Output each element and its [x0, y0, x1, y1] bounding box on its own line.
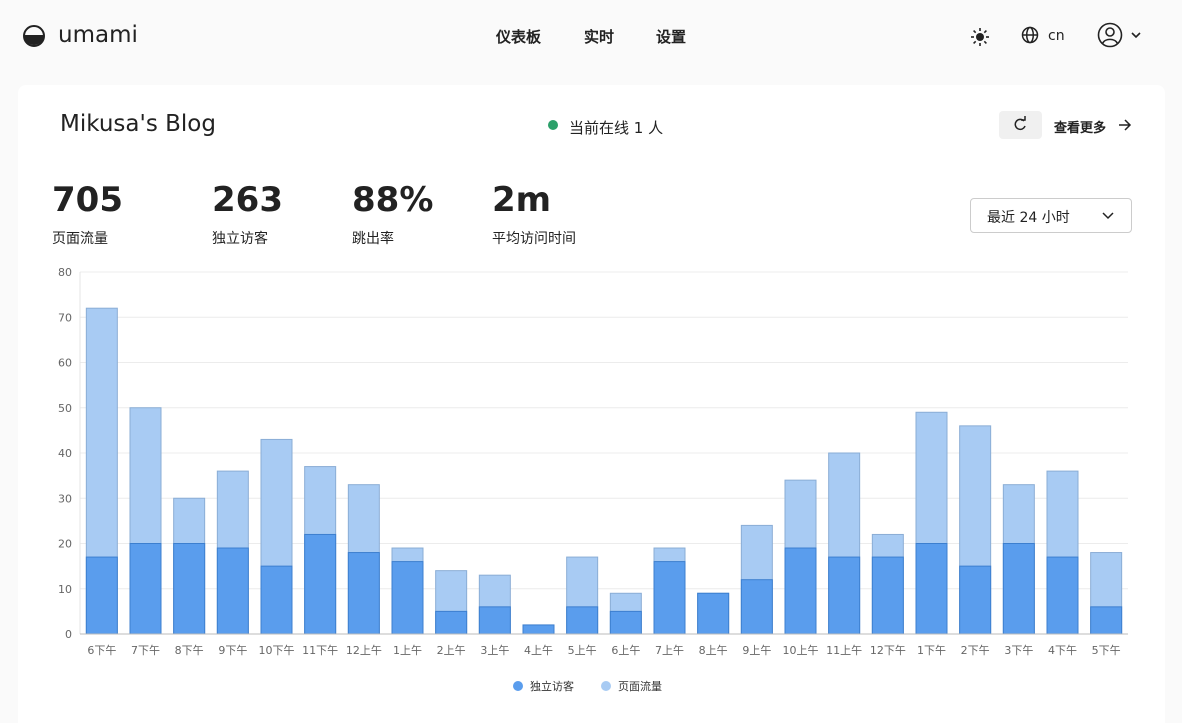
- x-tick-label: 1下午: [917, 644, 946, 657]
- x-tick-label: 4下午: [1048, 644, 1077, 657]
- x-tick-label: 11上午: [826, 644, 862, 657]
- metric-value: 705: [52, 180, 123, 220]
- bar: [959, 565, 992, 635]
- bar: [697, 592, 730, 635]
- legend-marker: [513, 681, 523, 691]
- x-tick-label: 5下午: [1092, 644, 1121, 657]
- y-tick-label: 80: [58, 266, 72, 279]
- globe-icon[interactable]: [1021, 26, 1039, 44]
- refresh-button[interactable]: [999, 111, 1042, 139]
- online-dot: [548, 120, 558, 130]
- x-tick-label: 6上午: [611, 644, 640, 657]
- y-tick-label: 70: [58, 311, 72, 324]
- x-tick-label: 5上午: [568, 644, 597, 657]
- x-tick-label: 3下午: [1004, 644, 1033, 657]
- bar: [435, 610, 468, 635]
- x-tick-label: 12上午: [346, 644, 382, 657]
- refresh-icon: [1014, 116, 1026, 131]
- date-select[interactable]: 最近 24 小时: [970, 198, 1132, 233]
- bar: [1090, 606, 1123, 635]
- user-menu[interactable]: [1097, 22, 1145, 48]
- date-range: 最近 24 小时: [987, 210, 1070, 226]
- x-tick-label: 9上午: [742, 644, 771, 657]
- x-tick-label: 7下午: [131, 644, 160, 657]
- bar: [522, 624, 555, 635]
- legend-label: 页面流量: [618, 679, 662, 693]
- metric-label: 跳出率: [352, 231, 394, 247]
- x-tick-label: 10下午: [259, 644, 295, 657]
- y-tick-label: 10: [58, 583, 72, 596]
- bar: [260, 565, 293, 635]
- bar: [784, 547, 817, 635]
- y-tick-label: 40: [58, 447, 72, 460]
- nav-link[interactable]: 设置: [656, 28, 687, 46]
- x-tick-label: 10上午: [783, 644, 819, 657]
- y-tick-label: 0: [65, 628, 72, 641]
- metric-value: 2m: [492, 180, 552, 220]
- bar: [609, 610, 642, 635]
- bar: [304, 533, 337, 635]
- bar: [1002, 543, 1035, 635]
- bar: [1046, 556, 1079, 635]
- x-tick-label: 2上午: [437, 644, 466, 657]
- lang[interactable]: cn: [1048, 28, 1065, 44]
- x-tick-label: 8下午: [175, 644, 204, 657]
- bar: [129, 543, 162, 635]
- x-tick-label: 8上午: [699, 644, 728, 657]
- y-tick-label: 50: [58, 402, 72, 415]
- bar: [85, 556, 118, 635]
- more-link[interactable]: 查看更多: [1054, 121, 1107, 136]
- x-tick-label: 11下午: [302, 644, 338, 657]
- site-title: Mikusa's Blog: [60, 111, 216, 137]
- x-tick-label: 3上午: [480, 644, 509, 657]
- bar: [173, 543, 206, 635]
- y-tick-label: 30: [58, 492, 72, 505]
- nav-link[interactable]: 实时: [584, 28, 615, 46]
- bar: [871, 556, 904, 635]
- bar: [828, 556, 861, 635]
- bar: [478, 606, 511, 635]
- bar: [653, 561, 686, 635]
- theme-toggle[interactable]: [970, 27, 990, 47]
- bar: [566, 606, 599, 635]
- bar: [915, 543, 948, 635]
- nav-link[interactable]: 仪表板: [496, 28, 542, 46]
- x-tick-label: 4上午: [524, 644, 553, 657]
- logo-text[interactable]: umami: [58, 22, 138, 48]
- logo-icon: [23, 25, 45, 47]
- bar: [347, 552, 380, 635]
- x-tick-label: 6下午: [87, 644, 116, 657]
- x-tick-label: 7上午: [655, 644, 684, 657]
- metric-label: 平均访问时间: [492, 231, 576, 247]
- x-tick-label: 9下午: [218, 644, 247, 657]
- y-tick-label: 20: [58, 538, 72, 551]
- chevron: [1102, 212, 1114, 220]
- metric-value: 88%: [352, 180, 434, 220]
- online-count: 当前在线 1 人: [569, 119, 664, 137]
- metric-label: 页面流量: [52, 231, 108, 247]
- x-tick-label: 1上午: [393, 644, 422, 657]
- y-tick-label: 60: [58, 357, 72, 370]
- metric-label: 独立访客: [212, 231, 268, 247]
- legend-marker: [601, 681, 611, 691]
- bar: [216, 547, 249, 635]
- x-tick-label: 2下午: [961, 644, 990, 657]
- chart: 0 10 20 30 40 50 60 70 80 6下午 7下午 8下午 9下午 10下午 11下午 12上…: [58, 266, 1128, 693]
- bar: [391, 561, 424, 635]
- legend-label: 独立访客: [530, 679, 574, 693]
- x-tick-label: 12下午: [870, 644, 906, 657]
- metric-value: 263: [212, 180, 283, 220]
- bar: [740, 579, 773, 635]
- arrow-icon: [1119, 119, 1132, 131]
